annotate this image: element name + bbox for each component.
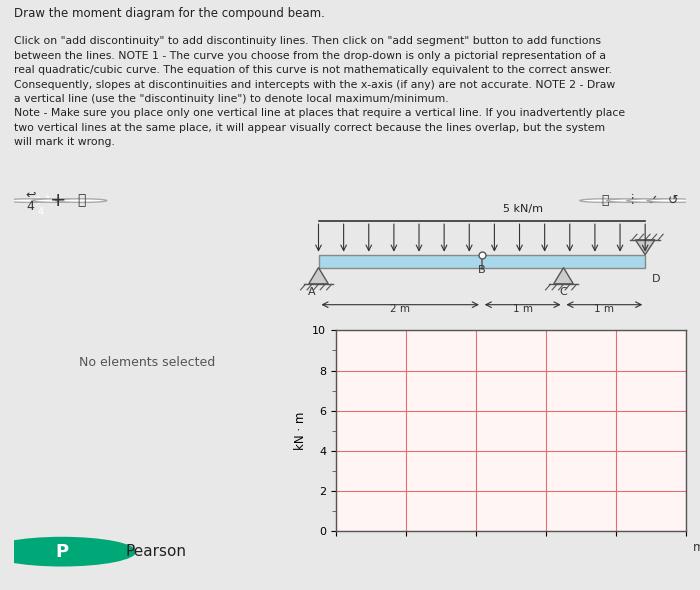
Text: 💡: 💡 [601, 194, 609, 207]
Text: ✓: ✓ [647, 194, 658, 207]
Text: +: + [50, 191, 66, 210]
FancyBboxPatch shape [318, 255, 645, 268]
Text: A: A [308, 287, 316, 297]
Text: 1 m: 1 m [594, 304, 615, 314]
Circle shape [0, 537, 136, 566]
Circle shape [627, 199, 678, 202]
Polygon shape [636, 240, 655, 255]
Text: 5 kN/m: 5 kN/m [503, 204, 542, 214]
Text: ↺: ↺ [667, 194, 678, 207]
Text: P: P [55, 543, 69, 560]
Text: No elements selected: No elements selected [79, 356, 215, 369]
Circle shape [647, 199, 698, 202]
Text: Click on "add discontinuity" to add discontinuity lines. Then click on "add segm: Click on "add discontinuity" to add disc… [14, 37, 625, 147]
Y-axis label: kN · m: kN · m [294, 411, 307, 450]
Text: 🗑: 🗑 [77, 194, 85, 208]
Text: 1 m: 1 m [512, 304, 533, 314]
Polygon shape [309, 268, 328, 284]
Text: Pearson: Pearson [126, 544, 187, 559]
Polygon shape [554, 268, 573, 284]
Text: i: i [631, 194, 634, 207]
Text: B: B [478, 265, 486, 275]
Text: 4: 4 [38, 208, 44, 217]
Circle shape [6, 199, 56, 202]
Text: 2 m: 2 m [390, 304, 410, 314]
Text: C: C [559, 287, 568, 297]
Circle shape [56, 199, 106, 202]
Text: ↩
4: ↩ 4 [25, 189, 36, 212]
Circle shape [32, 199, 83, 202]
Text: m: m [693, 541, 700, 554]
Text: ↩: ↩ [33, 191, 49, 210]
Circle shape [580, 199, 631, 202]
Text: Draw the moment diagram for the compound beam.: Draw the moment diagram for the compound… [14, 6, 325, 19]
Circle shape [607, 199, 658, 202]
Text: D: D [652, 274, 660, 284]
